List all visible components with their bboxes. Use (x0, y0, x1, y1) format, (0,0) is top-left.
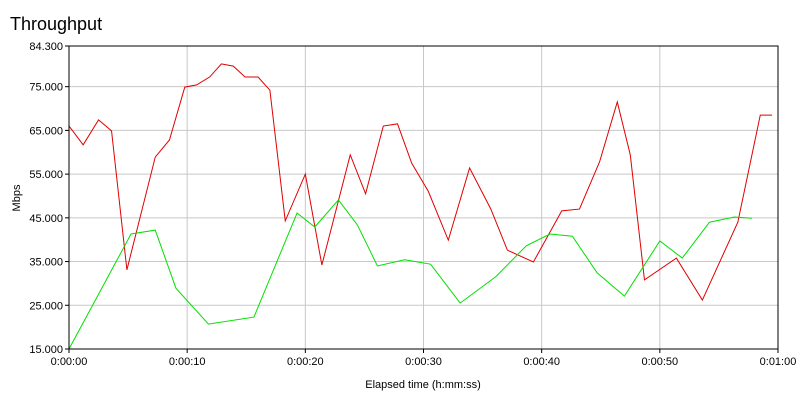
y-tick-label: 55.000 (29, 169, 63, 181)
x-axis-label: Elapsed time (h:mm:ss) (365, 379, 481, 391)
tick-labels: 15.000 25.000 35.000 45.000 55.000 65.000 75.0… (29, 41, 796, 368)
data-line (68, 199, 753, 350)
y-tick-label: 75.000 (29, 82, 63, 94)
x-tick-label: 0:00:20 (287, 356, 324, 368)
y-tick-label: 15.000 (29, 344, 63, 356)
x-tick-label: 0:00:50 (641, 356, 678, 368)
x-tick-label: 0:00:40 (523, 356, 560, 368)
y-tick-label: 35.000 (29, 257, 63, 269)
x-tick-label: 0:00:10 (169, 356, 206, 368)
y-tick-label: 25.000 (29, 300, 63, 312)
grid (68, 45, 779, 350)
x-tick-label: 0:01:00 (760, 356, 797, 368)
x-tick-label: 0:00:30 (405, 356, 442, 368)
y-tick-label: 84.300 (29, 41, 63, 53)
y-axis-label: Mbps (11, 184, 23, 211)
x-tick-label: 0:00:00 (51, 356, 88, 368)
y-tick-label: 65.000 (29, 125, 63, 137)
chart-title: Throughput (10, 14, 102, 34)
y-tick-label: 45.000 (29, 213, 63, 225)
data-line (68, 63, 773, 302)
series-group (68, 63, 773, 350)
